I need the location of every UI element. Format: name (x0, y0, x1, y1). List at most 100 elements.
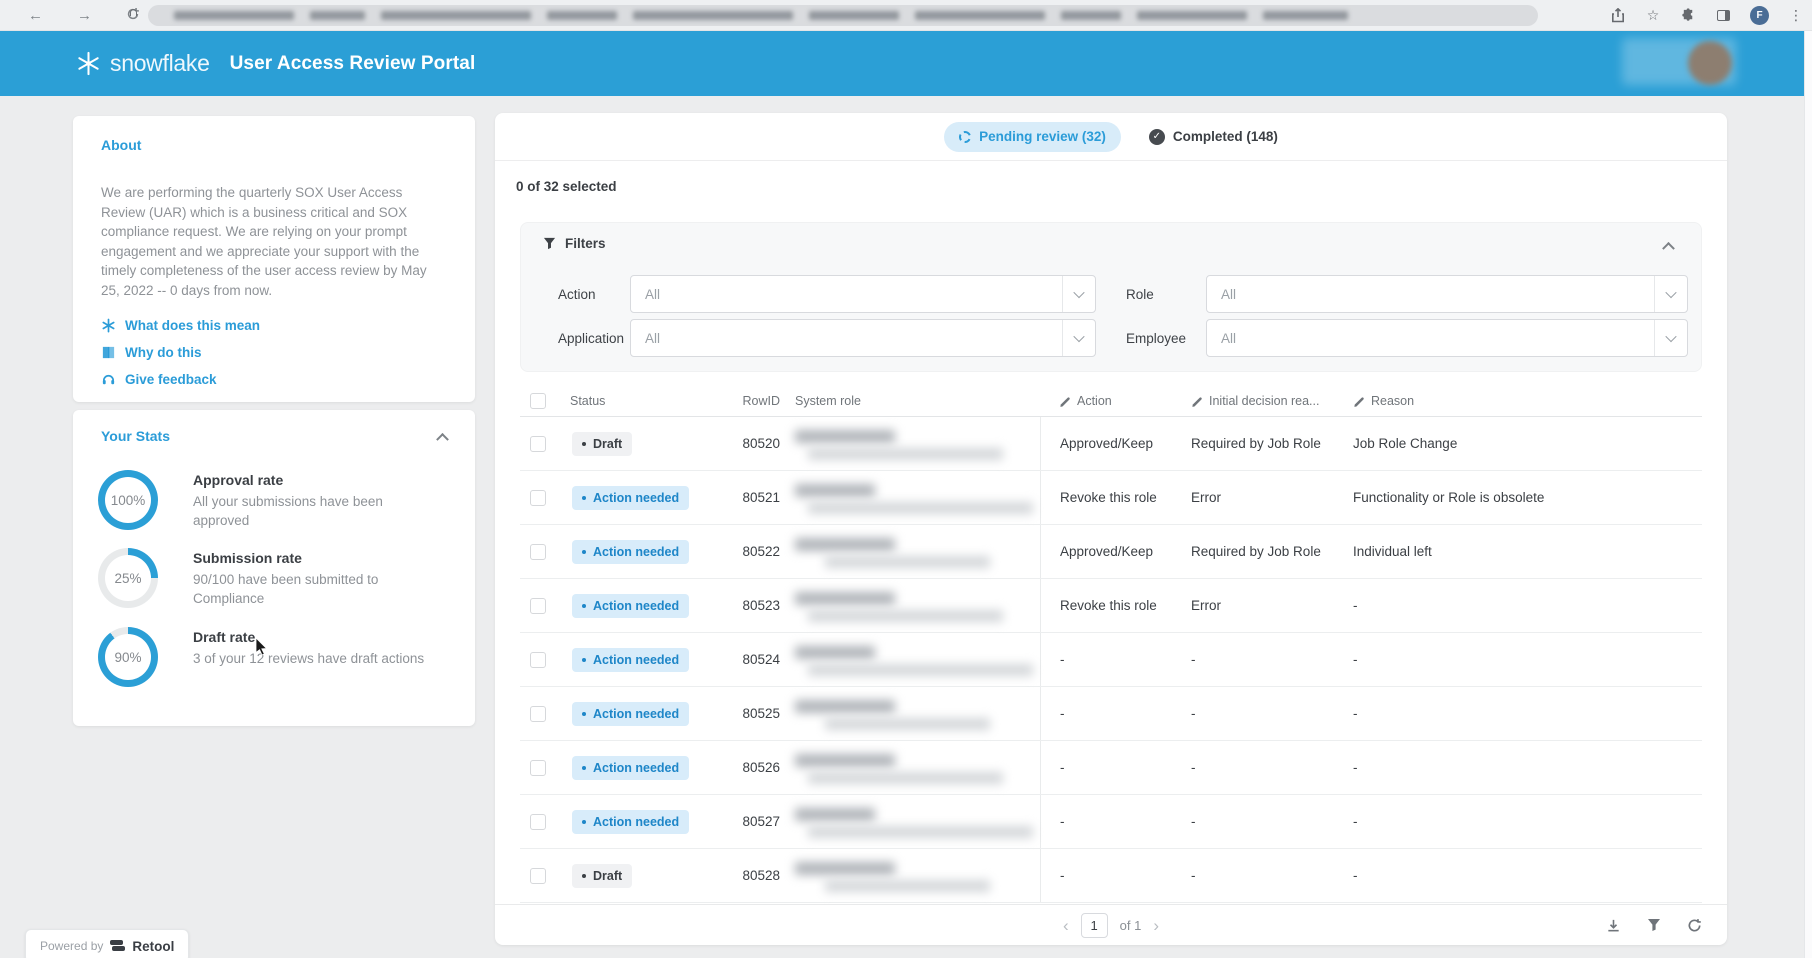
action-cell[interactable]: - (1040, 741, 1172, 794)
stats-collapse-chevron-icon[interactable] (436, 432, 449, 446)
link-give-feedback[interactable]: Give feedback (101, 366, 260, 393)
row-checkbox[interactable] (530, 543, 546, 560)
browser-scrollbar[interactable] (1804, 31, 1812, 958)
back-icon[interactable]: ← (28, 7, 43, 24)
table-row[interactable]: Action needed 80522 Approved/Keep Requir… (520, 525, 1702, 579)
action-cell[interactable]: - (1040, 687, 1172, 740)
employee-filter-select[interactable]: All (1206, 319, 1688, 357)
initial-decision-cell[interactable]: Error (1191, 490, 1221, 505)
action-cell[interactable]: - (1040, 633, 1172, 686)
share-icon[interactable] (1610, 8, 1626, 24)
action-cell[interactable]: Approved/Keep (1040, 417, 1172, 470)
forward-icon[interactable]: → (77, 7, 92, 24)
snowflake-mini-icon (101, 318, 116, 333)
table-row[interactable]: Draft 80520 Approved/Keep Required by Jo… (520, 417, 1702, 471)
tab-pending-review[interactable]: Pending review (32) (944, 121, 1121, 152)
table-pagination: ‹ 1 of 1 › (495, 904, 1727, 945)
table-row[interactable]: Action needed 80525 - - - (520, 687, 1702, 741)
reason-cell[interactable]: - (1353, 652, 1358, 667)
initial-decision-cell[interactable]: Required by Job Role (1191, 544, 1321, 559)
select-all-checkbox[interactable] (530, 392, 546, 409)
download-icon[interactable] (1606, 918, 1621, 933)
application-filter-select[interactable]: All (630, 319, 1096, 357)
filter-funnel-icon (543, 237, 556, 250)
system-role-redacted (780, 417, 1040, 470)
extensions-puzzle-icon[interactable] (1680, 8, 1696, 24)
chevron-down-icon[interactable] (1654, 276, 1687, 312)
table-row[interactable]: Action needed 80523 Revoke this role Err… (520, 579, 1702, 633)
row-checkbox[interactable] (530, 489, 546, 506)
tab-completed[interactable]: ✓ Completed (148) (1148, 128, 1278, 145)
initial-decision-cell[interactable]: - (1191, 814, 1196, 829)
row-checkbox[interactable] (530, 813, 546, 830)
role-filter-select[interactable]: All (1206, 275, 1688, 313)
filter-label-employee: Employee (1126, 330, 1187, 346)
page-title: User Access Review Portal (229, 52, 476, 74)
chevron-down-icon[interactable] (1654, 320, 1687, 356)
link-what-does-this-mean[interactable]: What does this mean (101, 312, 260, 339)
row-id: 80520 (742, 436, 780, 451)
selection-count: 0 of 32 selected (516, 179, 617, 194)
row-checkbox[interactable] (530, 435, 546, 452)
row-checkbox[interactable] (530, 867, 546, 884)
row-id: 80527 (742, 814, 780, 829)
address-bar[interactable] (148, 5, 1538, 26)
about-card: About We are performing the quarterly SO… (73, 116, 475, 402)
row-checkbox[interactable] (530, 705, 546, 722)
reason-cell[interactable]: Job Role Change (1353, 436, 1458, 451)
link-why-do-this[interactable]: Why do this (101, 339, 260, 366)
row-id: 80522 (742, 544, 780, 559)
status-badge: Action needed (572, 485, 690, 510)
initial-decision-cell[interactable]: Required by Job Role (1191, 436, 1321, 451)
stats-title: Your Stats (101, 428, 170, 444)
table-row[interactable]: Action needed 80524 - - - (520, 633, 1702, 687)
action-cell[interactable]: - (1040, 795, 1172, 848)
reason-cell[interactable]: - (1353, 598, 1358, 613)
action-cell[interactable]: - (1040, 849, 1172, 902)
refresh-icon[interactable] (1687, 918, 1702, 933)
powered-by-retool-badge[interactable]: Powered by Retool (25, 929, 190, 958)
table-row[interactable]: Action needed 80527 - - - (520, 795, 1702, 849)
browser-menu-icon[interactable]: ⋮ (1789, 7, 1803, 23)
initial-decision-cell[interactable]: - (1191, 868, 1196, 883)
table-row[interactable]: Draft 80528 - - - (520, 849, 1702, 903)
initial-decision-cell[interactable]: - (1191, 760, 1196, 775)
reason-cell[interactable]: - (1353, 706, 1358, 721)
prev-page-icon[interactable]: ‹ (1062, 915, 1069, 935)
side-panel-icon[interactable] (1715, 8, 1731, 24)
chevron-down-icon[interactable] (1062, 320, 1095, 356)
reason-cell[interactable]: - (1353, 760, 1358, 775)
current-page-input[interactable]: 1 (1080, 912, 1108, 938)
action-cell[interactable]: Approved/Keep (1040, 525, 1172, 578)
filters-collapse-chevron-icon[interactable] (1662, 241, 1675, 255)
row-id: 80525 (742, 706, 780, 721)
row-checkbox[interactable] (530, 597, 546, 614)
reason-cell[interactable]: Individual left (1353, 544, 1432, 559)
col-status: Status (570, 393, 606, 408)
reason-cell[interactable]: - (1353, 814, 1358, 829)
action-filter-select[interactable]: All (630, 275, 1096, 313)
about-title: About (101, 137, 142, 153)
browser-profile-avatar[interactable]: F (1750, 6, 1769, 25)
initial-decision-cell[interactable]: - (1191, 652, 1196, 667)
row-checkbox[interactable] (530, 759, 546, 776)
row-id: 80521 (742, 490, 780, 505)
action-cell[interactable]: Revoke this role (1040, 579, 1172, 632)
status-badge: Action needed (572, 539, 690, 564)
user-avatar[interactable] (1688, 41, 1732, 85)
status-badge: Draft (572, 431, 633, 456)
chevron-down-icon[interactable] (1062, 276, 1095, 312)
next-page-icon[interactable]: › (1153, 915, 1160, 935)
main-panel: Pending review (32) ✓ Completed (148) 0 … (495, 113, 1727, 945)
row-checkbox[interactable] (530, 651, 546, 668)
initial-decision-cell[interactable]: - (1191, 706, 1196, 721)
reason-cell[interactable]: - (1353, 868, 1358, 883)
table-row[interactable]: Action needed 80521 Revoke this role Err… (520, 471, 1702, 525)
table-row[interactable]: Action needed 80526 - - - (520, 741, 1702, 795)
bookmark-star-icon[interactable]: ☆ (1646, 7, 1660, 23)
action-cell[interactable]: Revoke this role (1040, 471, 1172, 524)
table-filter-icon[interactable] (1647, 918, 1661, 932)
filters-title: Filters (565, 236, 606, 251)
initial-decision-cell[interactable]: Error (1191, 598, 1221, 613)
reason-cell[interactable]: Functionality or Role is obsolete (1353, 490, 1545, 505)
